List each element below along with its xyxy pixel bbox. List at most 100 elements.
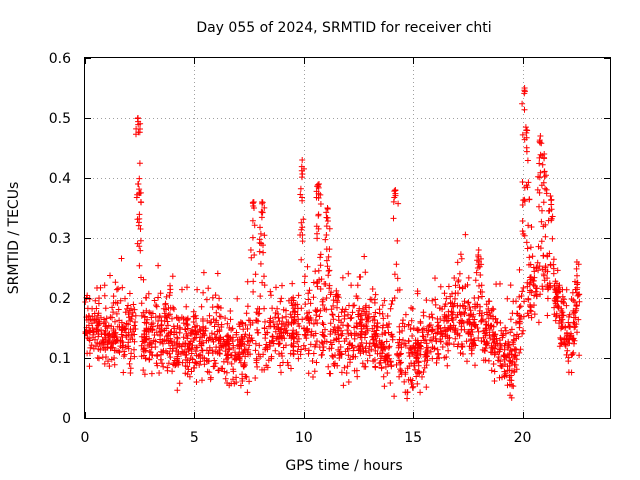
data-point xyxy=(221,368,228,375)
data-point xyxy=(397,366,404,373)
data-point xyxy=(282,329,289,335)
data-point xyxy=(173,329,180,336)
data-point xyxy=(167,329,174,336)
data-point xyxy=(289,280,296,287)
data-point xyxy=(245,317,252,324)
data-point xyxy=(547,262,554,269)
data-point xyxy=(193,344,200,351)
data-point xyxy=(536,203,542,210)
data-point xyxy=(553,313,559,320)
data-point xyxy=(234,336,241,343)
data-point xyxy=(140,367,147,374)
data-point xyxy=(329,352,336,359)
data-point xyxy=(184,363,191,370)
data-point xyxy=(175,315,181,322)
data-point xyxy=(138,353,145,360)
data-point xyxy=(386,355,393,362)
data-point xyxy=(202,325,209,332)
data-point xyxy=(163,293,170,300)
data-point xyxy=(338,369,345,376)
data-point xyxy=(511,369,518,376)
data-point xyxy=(298,305,305,312)
data-point xyxy=(423,362,430,369)
data-point xyxy=(250,288,257,295)
data-point xyxy=(324,263,331,270)
y-axis-label: SRMTID / TECUs xyxy=(6,182,22,295)
data-point xyxy=(487,335,494,342)
data-point xyxy=(214,270,221,277)
data-point xyxy=(519,100,526,107)
data-point xyxy=(402,389,409,396)
data-point xyxy=(506,374,513,381)
data-point xyxy=(156,370,163,376)
data-point xyxy=(97,284,104,291)
data-point xyxy=(345,311,351,318)
data-point xyxy=(381,297,388,304)
data-point xyxy=(390,215,397,222)
data-point xyxy=(142,336,149,343)
data-point xyxy=(107,314,114,321)
data-point xyxy=(322,326,328,333)
data-point xyxy=(330,302,337,309)
data-point xyxy=(455,277,462,284)
data-point xyxy=(179,359,186,366)
data-point xyxy=(391,393,398,400)
data-point xyxy=(109,344,116,351)
data-point xyxy=(434,319,441,326)
data-point xyxy=(136,211,143,218)
plot-frame xyxy=(84,57,611,419)
data-point xyxy=(473,269,480,276)
data-point xyxy=(174,357,181,363)
data-point xyxy=(297,351,304,358)
data-point xyxy=(533,264,540,271)
data-point xyxy=(336,325,343,332)
data-point xyxy=(518,313,525,320)
data-point xyxy=(325,268,332,274)
data-point xyxy=(236,351,243,358)
data-point xyxy=(144,342,151,349)
data-point xyxy=(174,341,181,348)
data-point xyxy=(323,295,330,301)
data-point xyxy=(398,350,404,357)
data-point xyxy=(210,338,217,345)
data-point xyxy=(137,226,144,232)
data-point xyxy=(127,365,134,372)
data-point xyxy=(539,207,545,214)
data-point xyxy=(322,236,329,243)
data-point xyxy=(135,181,141,187)
data-point xyxy=(234,295,241,302)
data-point xyxy=(161,310,168,317)
data-point xyxy=(565,369,572,376)
data-point xyxy=(143,319,150,326)
data-point xyxy=(540,223,547,230)
data-point xyxy=(203,337,210,344)
data-point xyxy=(504,344,511,351)
data-point xyxy=(300,342,307,349)
data-point xyxy=(503,372,510,379)
data-point xyxy=(154,351,161,358)
data-point xyxy=(506,350,513,357)
data-point xyxy=(541,168,548,175)
data-point xyxy=(394,275,401,282)
data-point xyxy=(209,294,216,301)
data-point xyxy=(528,224,535,230)
data-point xyxy=(528,289,535,295)
data-point xyxy=(230,366,237,373)
data-point xyxy=(442,301,449,308)
data-point xyxy=(429,314,436,321)
data-point xyxy=(573,265,580,272)
data-point xyxy=(290,327,297,334)
data-point xyxy=(112,299,119,306)
data-point xyxy=(167,354,174,361)
data-point xyxy=(461,326,468,333)
data-point xyxy=(135,129,142,136)
data-point xyxy=(137,247,144,254)
data-point xyxy=(180,320,187,327)
data-point xyxy=(233,374,240,381)
data-point xyxy=(448,315,455,322)
data-point xyxy=(507,316,514,323)
data-point xyxy=(201,355,208,362)
data-point xyxy=(157,356,164,363)
data-point xyxy=(169,273,176,280)
data-point xyxy=(182,343,189,350)
